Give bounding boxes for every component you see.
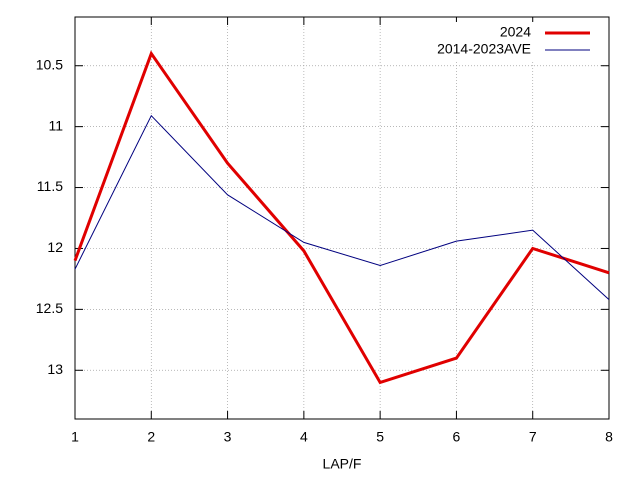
x-tick-label: 7 <box>529 429 537 445</box>
x-axis-label: LAP/F <box>323 456 362 472</box>
x-tick-label: 2 <box>147 429 155 445</box>
plot-frame <box>74 16 610 420</box>
legend-label: 2024 <box>500 24 531 40</box>
x-tick-label: 5 <box>376 429 384 445</box>
legend-label: 2014-2023AVE <box>437 41 531 57</box>
x-tick-label: 1 <box>71 429 79 445</box>
y-tick-label: 12 <box>47 239 63 255</box>
legend-box <box>415 22 605 60</box>
series-line <box>74 114 610 300</box>
y-tick-label: 11 <box>48 117 63 133</box>
x-tick-label: 4 <box>300 429 308 445</box>
y-tick-label: 13 <box>47 361 63 377</box>
y-tick-label: 12.5 <box>36 300 63 316</box>
y-tick-label: 10.5 <box>36 56 63 72</box>
series-line <box>73 50 610 385</box>
x-tick-label: 3 <box>224 429 232 445</box>
y-tick-label: 11.5 <box>37 178 63 194</box>
x-tick-label: 6 <box>453 429 461 445</box>
x-tick-label: 8 <box>605 429 613 445</box>
